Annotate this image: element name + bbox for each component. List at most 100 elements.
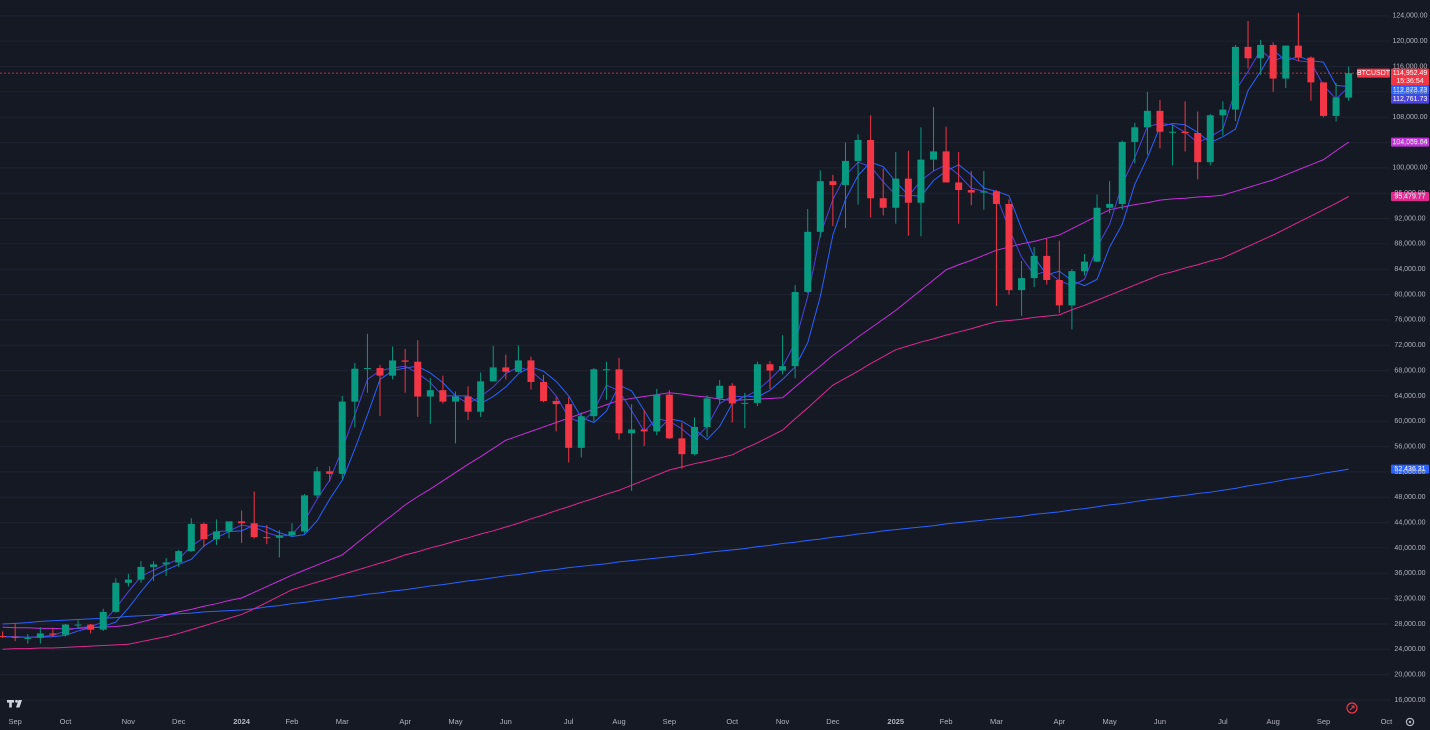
candle-body <box>1219 109 1227 116</box>
candle-body <box>779 366 787 371</box>
candle-body <box>162 562 170 565</box>
candle-body <box>1320 82 1327 116</box>
price-tag <box>1391 68 1429 86</box>
candle-body <box>892 178 900 208</box>
candle-body <box>1269 44 1277 79</box>
x-tick-label: Aug <box>1267 717 1280 726</box>
candle-body <box>225 521 233 532</box>
y-tick-label: 120,000.00 <box>1392 38 1427 45</box>
candle-body <box>99 611 107 630</box>
countdown-label: 15:36:54 <box>1396 78 1423 85</box>
ma-line <box>2 468 1349 625</box>
candle-body <box>841 160 849 185</box>
x-tick-label: Jul <box>564 717 574 726</box>
x-tick-label: Dec <box>172 717 186 726</box>
time-axis: Sep Oct Nov Dec 2024 Feb Mar Apr May Jun Jul Aug Sep… <box>9 717 1394 726</box>
price-tag-label: 114,952.49 <box>1393 70 1428 77</box>
candle-body <box>665 394 673 439</box>
y-tick-label: 108,000.00 <box>1392 114 1427 121</box>
x-tick-label: Oct <box>726 717 739 726</box>
y-tick-label: 64,000.00 <box>1394 393 1425 400</box>
icon-ring <box>1346 702 1358 714</box>
y-tick-label: 80,000.00 <box>1394 291 1425 298</box>
x-tick-label: Oct <box>1381 717 1394 726</box>
candle-body <box>829 181 837 185</box>
candle-body <box>24 637 32 639</box>
candle-body <box>1194 133 1202 163</box>
candle-body <box>791 292 799 367</box>
y-tick-label: 40,000.00 <box>1394 545 1425 552</box>
candle-body <box>489 367 497 382</box>
y-tick-label: 124,000.00 <box>1392 13 1427 20</box>
candle-body <box>477 381 485 412</box>
candle-body <box>326 471 334 474</box>
candle-body <box>1294 45 1302 58</box>
candle-body <box>577 416 585 448</box>
candle-body <box>1181 131 1189 134</box>
x-tick-label: Jun <box>500 717 512 726</box>
price-tag-label: 112,761.73 <box>1393 96 1428 103</box>
candle-body <box>1005 203 1013 291</box>
candle-body <box>854 139 862 161</box>
y-tick-label: 100,000.00 <box>1392 165 1427 172</box>
candle-body <box>288 531 296 536</box>
candle-body <box>930 151 938 160</box>
logo-part <box>16 700 22 708</box>
candle-body <box>1055 279 1063 306</box>
candle-body <box>602 369 610 371</box>
candle-body <box>628 429 636 434</box>
candle-body <box>1244 46 1252 59</box>
x-tick-label: Nov <box>122 717 136 726</box>
y-tick-label: 28,000.00 <box>1394 621 1425 628</box>
candle-body <box>703 398 711 427</box>
scroll-to-realtime[interactable] <box>1346 702 1358 714</box>
candle-body <box>1043 255 1051 280</box>
candle-body <box>464 396 472 412</box>
candle-body <box>401 360 409 362</box>
x-tick-label: Sep <box>663 717 676 726</box>
candle-body <box>1118 141 1126 204</box>
price-tag <box>1391 94 1429 104</box>
y-tick-label: 96,000.00 <box>1394 190 1425 197</box>
x-tick-label: Apr <box>399 717 411 726</box>
y-tick-label: 116,000.00 <box>1393 63 1428 70</box>
candle-body <box>879 198 887 208</box>
x-tick-label: Sep <box>1317 717 1330 726</box>
candle-body <box>414 361 422 397</box>
candles <box>0 12 1353 644</box>
x-tick-label: Feb <box>940 717 953 726</box>
candle-body <box>363 368 371 370</box>
candle-body <box>942 151 950 183</box>
candle-body <box>351 368 359 402</box>
candle-body <box>1131 127 1139 142</box>
x-tick-label: 2025 <box>887 717 904 726</box>
settings[interactable] <box>1405 717 1415 727</box>
y-tick-label: 44,000.00 <box>1394 519 1425 526</box>
y-tick-label: 20,000.00 <box>1394 671 1425 678</box>
price-axis: 16,000.00 20,000.00 24,000.00 28,000.00 32,0… <box>1392 13 1427 704</box>
candle-body <box>62 624 69 635</box>
y-tick-label: 32,000.00 <box>1394 595 1425 602</box>
y-tick-label: 72,000.00 <box>1394 342 1425 349</box>
logo[interactable] <box>7 699 22 708</box>
candle-body <box>87 624 95 630</box>
candle-body <box>313 471 321 496</box>
gear-hub <box>1408 720 1412 724</box>
candle-body <box>74 624 82 626</box>
candle-body <box>49 633 57 635</box>
y-tick-label: 92,000.00 <box>1394 215 1425 222</box>
candle-body <box>263 537 271 539</box>
candle-body <box>753 364 761 403</box>
candle-body <box>1106 203 1114 208</box>
price-tag-label: 112,873.73 <box>1393 87 1428 94</box>
candle-body <box>187 523 195 552</box>
x-tick-label: Sep <box>9 717 22 726</box>
candle-body <box>1345 73 1353 98</box>
x-tick-label: Jul <box>1218 717 1228 726</box>
candle-body <box>804 231 812 293</box>
x-tick-label: Dec <box>826 717 840 726</box>
candle-body <box>955 182 963 191</box>
x-tick-label: Jun <box>1154 717 1166 726</box>
price-tag <box>1391 191 1429 201</box>
candle-body <box>1231 46 1239 110</box>
